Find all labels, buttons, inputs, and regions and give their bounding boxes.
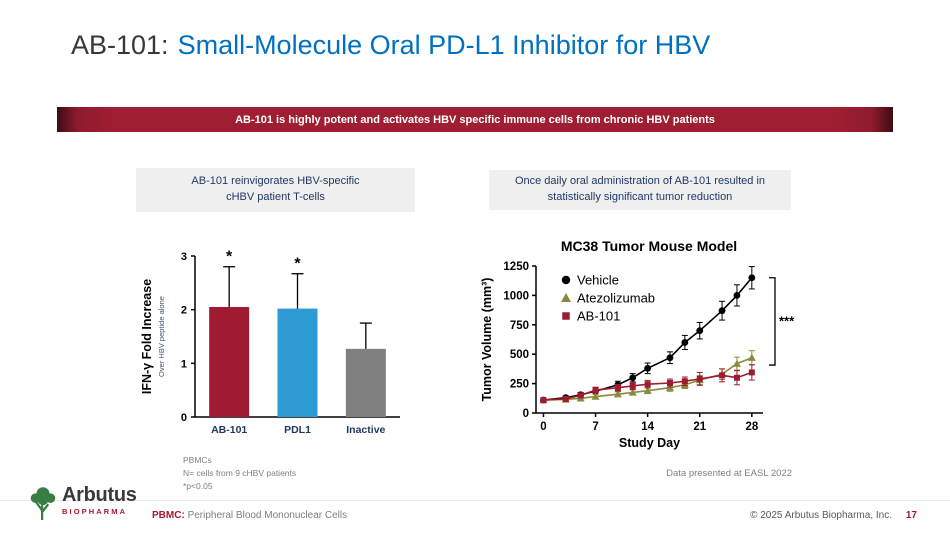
- highlight-banner: AB-101 is highly potent and activates HB…: [57, 107, 893, 132]
- svg-text:1: 1: [181, 358, 187, 370]
- svg-text:IFN-γ Fold Increase: IFN-γ Fold Increase: [140, 279, 154, 394]
- svg-text:1250: 1250: [503, 261, 529, 273]
- svg-text:500: 500: [510, 349, 529, 361]
- logo-name: Arbutus: [62, 484, 137, 506]
- svg-text:0: 0: [523, 408, 529, 420]
- copyright-text: © 2025 Arbutus Biopharma, Inc.: [750, 510, 892, 521]
- svg-text:Tumor Volume (mm³): Tumor Volume (mm³): [480, 278, 494, 402]
- svg-text:***: ***: [779, 313, 795, 328]
- abbreviation-definition: PBMC: Peripheral Blood Mononuclear Cells: [152, 510, 347, 521]
- footnote-pbmcs: PBMCs: [183, 455, 212, 465]
- footnote-n-cells: N= cells from 9 cHBV patients: [183, 468, 297, 479]
- title-main: Small-Molecule Oral PD-L1 Inhibitor for …: [177, 30, 711, 60]
- svg-text:750: 750: [510, 320, 529, 332]
- svg-text:Inactive: Inactive: [346, 424, 385, 436]
- footnote-pvalue: *p<0.05: [183, 481, 213, 492]
- page-title: AB-101: Small-Molecule Oral PD-L1 Inhibit…: [71, 30, 710, 61]
- title-prefix: AB-101:: [71, 30, 169, 60]
- ifn-gamma-bar-chart: 0 1 2 3 * AB-101 * PDL1 Inactive IFN-γ Fold Incre…: [140, 249, 400, 436]
- svg-text:Over HBV peptide alone: Over HBV peptide alone: [157, 296, 166, 377]
- right-header-line2: statistically significant tumor reductio…: [547, 191, 733, 203]
- easl-footnote: Data presented at EASL 2022: [666, 468, 792, 479]
- svg-text:3: 3: [181, 251, 187, 263]
- tumor-volume-line-chart: 0 250 500 750 1000 1250 0 7 14 21 28 Study Day Tumor…: [480, 261, 795, 450]
- svg-text:2: 2: [181, 305, 187, 317]
- page-number: 17: [905, 510, 917, 521]
- logo-wordmark: Arbutus BIOPHARMA: [62, 484, 137, 517]
- svg-text:7: 7: [592, 421, 598, 433]
- arbutus-logo: Arbutus BIOPHARMA: [27, 485, 137, 520]
- svg-text:1000: 1000: [503, 290, 529, 302]
- svg-text:0: 0: [540, 421, 546, 433]
- left-header-line1: AB-101 reinvigorates HBV-specific: [191, 175, 360, 188]
- left-chart-header: AB-101 reinvigorates HBV-specific cHBV p…: [136, 168, 415, 212]
- svg-text:0: 0: [181, 412, 187, 424]
- svg-text:*: *: [226, 249, 233, 266]
- svg-text:21: 21: [693, 421, 706, 433]
- footer-divider: [0, 500, 950, 501]
- svg-text:Vehicle: Vehicle: [577, 273, 619, 288]
- svg-text:*: *: [294, 256, 301, 273]
- svg-text:Study Day: Study Day: [619, 436, 680, 450]
- logo-subtitle: BIOPHARMA: [62, 507, 128, 516]
- svg-text:PDL1: PDL1: [284, 424, 311, 436]
- abbrev-text: Peripheral Blood Mononuclear Cells: [187, 510, 348, 521]
- svg-text:14: 14: [641, 421, 654, 433]
- abbrev-label: PBMC:: [152, 510, 185, 521]
- line-chart-title: MC38 Tumor Mouse Model: [560, 238, 738, 254]
- svg-text:250: 250: [510, 379, 529, 391]
- right-chart-header: Once daily oral administration of AB-101…: [489, 170, 791, 210]
- left-header-line2: cHBV patient T-cells: [226, 191, 325, 203]
- svg-text:Atezolizumab: Atezolizumab: [577, 291, 655, 306]
- bar-chart-footnotes: PBMCs N= cells from 9 cHBV patients *p<0…: [183, 454, 296, 494]
- svg-text:AB-101: AB-101: [577, 309, 620, 324]
- svg-text:28: 28: [745, 421, 758, 433]
- right-header-line1: Once daily oral administration of AB-101…: [514, 175, 766, 188]
- arbutus-tree-icon: [30, 487, 56, 520]
- banner-text: AB-101 is highly potent and activates HB…: [235, 113, 715, 126]
- svg-text:AB-101: AB-101: [211, 424, 247, 436]
